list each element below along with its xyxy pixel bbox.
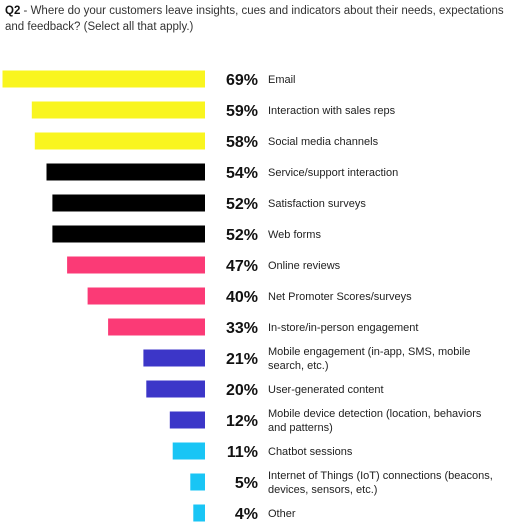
bar-value-label: 20% [226,382,258,399]
category-label: Satisfaction surveys [268,198,366,210]
category-label: Net Promoter Scores/surveys [268,291,412,303]
bar [34,132,205,150]
bar-value-label: 69% [226,72,258,89]
category-label: Interaction with sales reps [268,105,396,117]
bar [31,101,205,119]
bar [52,194,206,212]
question-text: Q2 - Where do your customers leave insig… [5,3,510,35]
bar-value-label: 58% [226,134,258,151]
category-label: Mobile device detection (location, behav… [268,408,482,434]
category-label: Mobile engagement (in-app, SMS, mobile se… [268,346,470,372]
category-label: In-store/in-person engagement [268,322,418,334]
bar-value-label: 12% [226,413,258,430]
bar [143,349,205,367]
bar-value-label: 5% [235,475,258,492]
bar-value-label: 59% [226,103,258,120]
category-label: Social media channels [268,136,379,148]
category-label: Other [268,508,296,520]
bar-value-label: 11% [227,444,258,461]
bar-value-label: 47% [226,258,258,275]
bar-value-label: 21% [226,351,258,368]
bar [52,225,206,243]
bar [67,256,205,274]
bar [169,411,205,429]
bar-value-label: 4% [235,506,258,523]
question-separator: - [20,5,31,17]
question-body: Where do your customers leave insights, … [5,5,504,33]
category-label: Chatbot sessions [268,446,353,458]
bar-value-label: 52% [226,227,258,244]
category-label: Email [268,74,296,86]
bar [2,70,205,88]
bar [87,287,205,305]
bar [172,442,205,460]
bar [193,504,205,522]
question-number: Q2 [5,5,21,17]
bar-value-label: 40% [226,289,258,306]
category-label: Service/support interaction [268,167,398,179]
bar-value-label: 54% [226,165,258,182]
category-label: Internet of Things (IoT) connections (be… [268,470,493,496]
category-label: User-generated content [268,384,384,396]
bar [190,473,205,491]
category-label: Web forms [268,229,321,241]
bar-value-label: 33% [226,320,258,337]
bar-value-label: 52% [226,196,258,213]
bar [146,380,205,398]
bar [108,318,205,336]
bar [46,163,205,181]
category-label: Online reviews [268,260,341,272]
